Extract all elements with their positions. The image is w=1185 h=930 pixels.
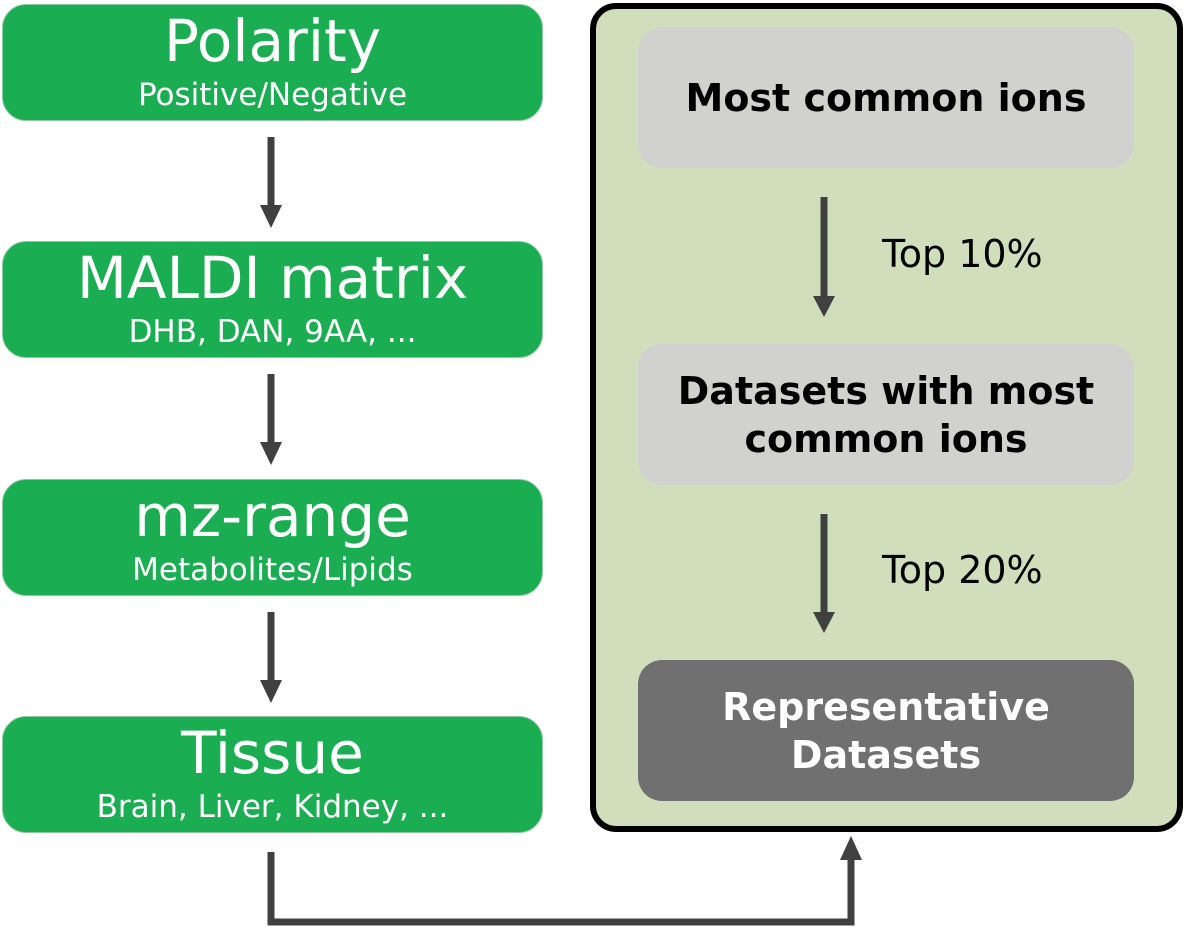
arrowhead xyxy=(813,296,835,317)
arrowhead xyxy=(260,205,282,228)
step-subtitle: Positive/Negative xyxy=(137,77,408,113)
top-10-label: Top 10% xyxy=(882,232,1043,276)
box-label: Datasets with most common ions xyxy=(677,368,1095,461)
step-subtitle: Metabolites/Lipids xyxy=(132,552,413,588)
most-common-ions-box: Most common ions xyxy=(638,27,1134,168)
representative-datasets-box: Representative Datasets xyxy=(638,660,1134,801)
arrowhead xyxy=(813,612,835,633)
step-title: mz-range xyxy=(134,482,411,550)
step-subtitle: Brain, Liver, Kidney, ... xyxy=(96,789,449,825)
arrowhead xyxy=(260,442,282,465)
step-polarity-box: Polarity Positive/Negative xyxy=(2,4,543,121)
step-tissue-box: Tissue Brain, Liver, Kidney, ... xyxy=(2,716,543,833)
step-title: Tissue xyxy=(181,719,364,787)
box-label: Most common ions xyxy=(685,75,1087,120)
arrow-tissue-to-panel xyxy=(267,852,855,926)
step-title: MALDI matrix xyxy=(76,244,469,312)
arrowhead xyxy=(260,680,282,703)
step-title: Polarity xyxy=(163,7,382,75)
datasets-most-common-ions-box: Datasets with most common ions xyxy=(638,344,1134,485)
step-subtitle: DHB, DAN, 9AA, ... xyxy=(128,314,417,350)
step-maldi-matrix-box: MALDI matrix DHB, DAN, 9AA, ... xyxy=(2,241,543,358)
top-20-label: Top 20% xyxy=(882,548,1043,592)
box-label: Representative Datasets xyxy=(722,684,1050,777)
arrowhead xyxy=(840,836,862,860)
step-mz-range-box: mz-range Metabolites/Lipids xyxy=(2,479,543,596)
